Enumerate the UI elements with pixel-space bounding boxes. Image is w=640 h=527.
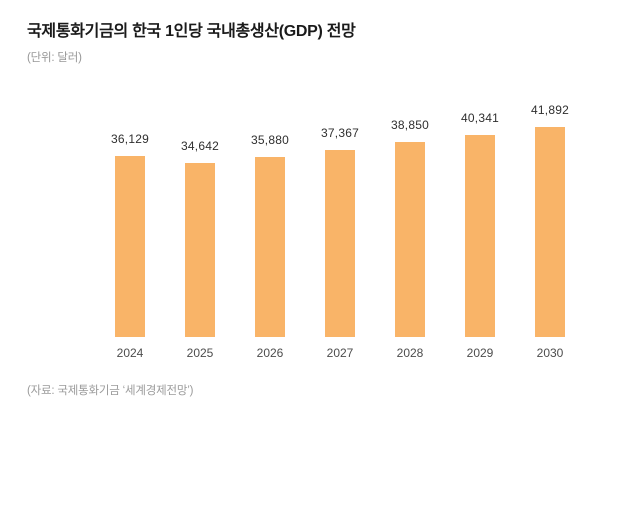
bar-chart: 36,129 34,642 35,880 37,367 38,850 40,341 41,8… [95,100,585,360]
bar-group-2026: 35,880 [235,133,305,337]
bar-value-label: 40,341 [461,111,499,125]
bar-group-2027: 37,367 [305,126,375,337]
x-tick-label: 2029 [466,346,494,360]
x-tick-label: 2026 [256,346,284,360]
bar-value-label: 38,850 [391,118,429,132]
source-note: (자료: 국제통화기금 ‘세계경제전망’) [27,385,194,397]
bar-value-label: 36,129 [111,132,149,146]
bar-value-label: 37,367 [321,126,359,140]
bar-group-2025: 34,642 [165,139,235,337]
x-tick-label: 2024 [116,346,144,360]
bar [465,135,495,337]
plot-area: 36,129 34,642 35,880 37,367 38,850 40,341 41,8… [95,100,585,337]
bar [535,127,565,337]
unit-label: (단위: 달러) [27,52,82,65]
bar [395,142,425,337]
bar [325,150,355,337]
bar-value-label: 41,892 [531,103,569,117]
x-tick-label: 2030 [536,346,564,360]
x-axis: 2024 2025 2026 2027 2028 2029 2030 [95,346,585,360]
bar-value-label: 34,642 [181,139,219,153]
x-tick-label: 2025 [186,346,214,360]
chart-header: 국제통화기금의 한국 1인당 국내총생산(GDP) 전망 (단위: 달러) [27,22,356,65]
bar-group-2028: 38,850 [375,118,445,337]
bar-group-2024: 36,129 [95,132,165,337]
bar-value-label: 35,880 [251,133,289,147]
bar-group-2030: 41,892 [515,103,585,337]
bar-group-2029: 40,341 [445,111,515,337]
chart-title: 국제통화기금의 한국 1인당 국내총생산(GDP) 전망 [27,23,356,40]
bar [185,163,215,337]
bar [115,156,145,337]
x-tick-label: 2027 [326,346,354,360]
bar [255,157,285,337]
x-tick-label: 2028 [396,346,424,360]
